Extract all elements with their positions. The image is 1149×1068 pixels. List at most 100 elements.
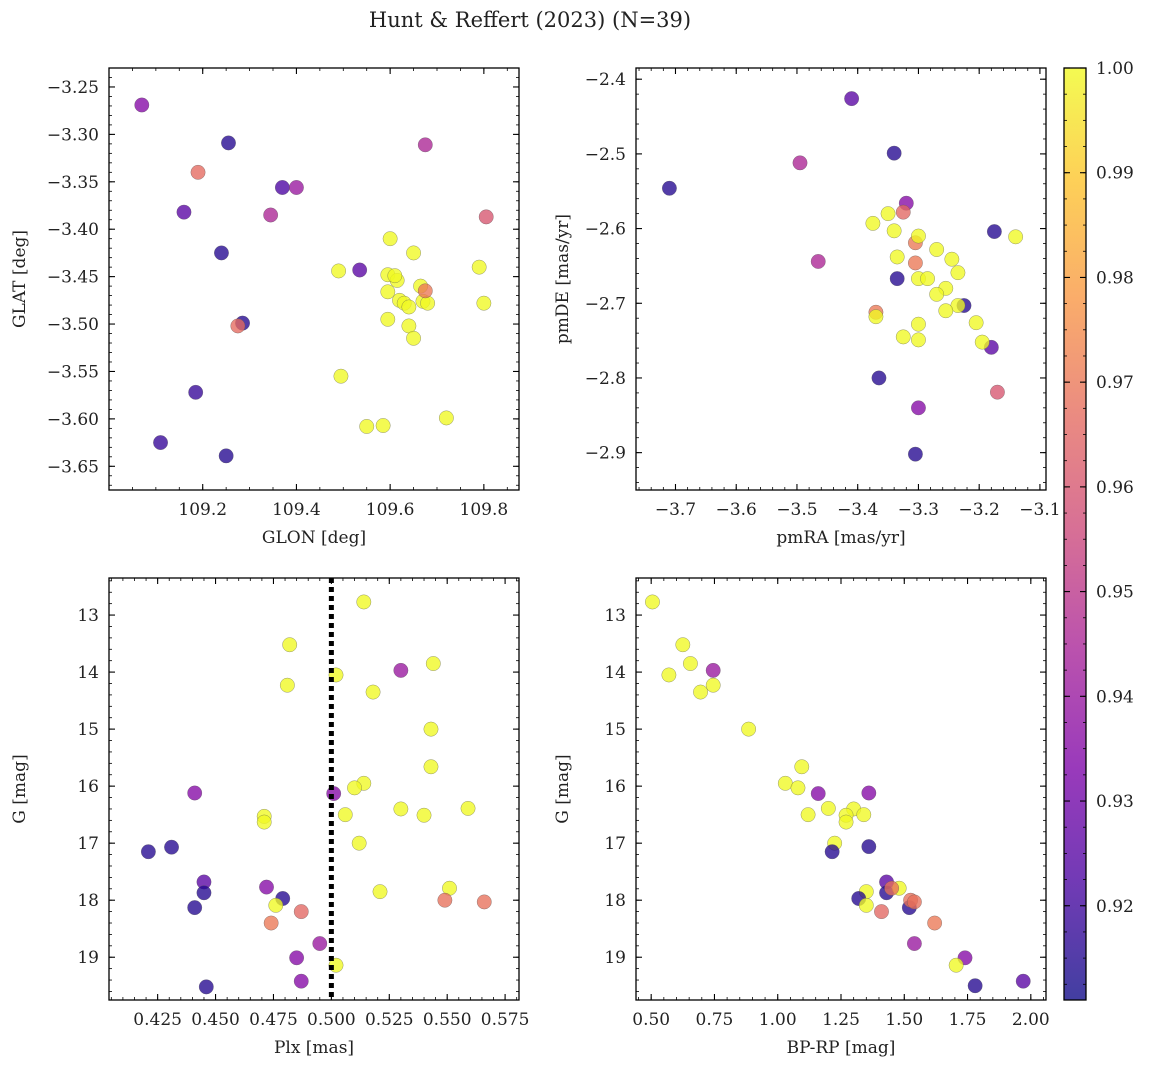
scatter-point [844,91,860,107]
colorbar-tick-label: 0.98 [1096,268,1134,288]
scatter-point [884,880,900,896]
scatter-point [810,786,826,802]
scatter-point [289,950,305,966]
scatter-point [420,295,436,311]
y-tick-label: 13 [604,606,626,626]
x-tick-label: 1.50 [885,1010,923,1030]
scatter-point [382,231,398,247]
x-tick-label: −3.2 [959,500,1000,520]
y-tick-label: 14 [604,663,626,683]
scatter-point [293,904,309,920]
scatter-point [164,839,179,855]
scatter-point [910,316,926,332]
axes-frame [108,67,520,491]
y-tick-label: 18 [604,891,626,911]
scatter-point [920,271,936,287]
panel-bprp-g: 0.50 0.75 1.00 1.25 1.50 1.75 2.00 13 14 15 16 17 18… [553,577,1050,1058]
scatter-point [1008,229,1024,245]
scatter-point [437,892,453,908]
scatter-point [333,368,349,384]
scatter-point [221,135,236,151]
scatter-point [874,904,889,920]
scatter-point [476,295,492,311]
y-tick-label: 17 [77,834,99,854]
scatter-point [950,265,966,281]
scatter-point [417,283,433,299]
scatter-point [645,594,660,610]
scatter-point [438,410,454,426]
y-axis-label: GLAT [deg] [10,230,30,328]
scatter-point [790,780,806,796]
scatter-point [365,684,381,700]
x-tick-label: 0.425 [133,1010,182,1030]
y-tick-label: −3.65 [47,457,99,477]
scatter-point [661,180,677,196]
scatter-point [974,334,990,350]
scatter-point [134,97,150,113]
panel-pmra-pmde: −3.7 −3.6 −3.5 −3.4 −3.3 −3.2 −3.1 −2.9 −2.8 −2.7… [553,67,1061,548]
colorbar-tick-label: 1.00 [1096,59,1134,79]
scatter-point [948,957,964,973]
scatter-point [741,721,757,737]
scatter-point [865,215,881,231]
scatter-point [1015,973,1031,989]
axes-frame [108,577,520,1001]
scatter-point [871,370,887,386]
x-tick-label: 2.00 [1012,1010,1050,1030]
scatter-point [868,309,884,325]
scatter-point [682,656,698,671]
scatter-point [661,667,677,683]
scatter-point [910,332,926,348]
y-tick-label: 18 [77,891,99,911]
y-axis-label: G [mag] [553,754,573,823]
scatter-point [312,936,328,951]
scatter-point [406,330,422,346]
x-tick-label: 0.50 [632,1010,670,1030]
scatter-point [198,979,214,995]
colorbar-tick-label: 0.97 [1096,373,1134,393]
scatter-point [288,180,304,195]
scatter-point [906,936,922,951]
x-axis-label: pmRA [mas/yr] [776,528,905,548]
x-tick-label: 0.525 [365,1010,414,1030]
colorbar-gradient [1064,68,1086,1000]
scatter-point [880,206,896,222]
y-tick-label: 19 [604,948,626,968]
scatter-point [895,329,911,345]
scatter-point [176,204,192,220]
scatter-point [214,245,229,261]
colorbar: 0.92 0.93 0.94 0.95 0.96 0.97 0.98 0.99 1.00 [1063,59,1134,1001]
x-axis-label: GLON [deg] [262,528,366,548]
scatter-point [907,255,923,271]
x-tick-label: 0.500 [307,1010,356,1030]
x-tick-label: −3.5 [776,500,817,520]
scatter-point [380,284,396,300]
x-tick-label: 0.475 [249,1010,298,1030]
scatter-point [910,400,926,416]
y-tick-label: 17 [604,834,626,854]
scatter-point [190,164,206,180]
scatter-point [861,785,877,801]
colorbar-tick-label: 0.99 [1096,164,1134,184]
scatter-point [800,807,816,823]
y-axis-label: G [mag] [10,754,30,823]
y-tick-label: −3.25 [47,78,99,98]
x-tick-label: 0.450 [191,1010,240,1030]
x-tick-label: −3.7 [655,500,696,520]
scatter-point [259,879,274,895]
colorbar-tick-label: 0.95 [1096,583,1134,603]
colorbar-frame [1063,67,1087,1001]
panel-glon-glat: 109.2 109.4 109.6 109.8 −3.65 −3.60 −3.55 −3.50… [10,67,520,548]
y-tick-label: −2.8 [585,369,626,389]
x-tick-label: 1.00 [759,1010,797,1030]
scatter-point [927,915,943,931]
y-tick-label: −2.9 [585,444,626,464]
scatter-point [986,224,1002,240]
scatter-point [282,637,298,653]
scatter-point [401,299,417,315]
scatter-point [858,897,874,913]
scatter-point [889,249,905,265]
colorbar-tick-label: 0.92 [1096,897,1134,917]
scatter-point [347,780,362,796]
